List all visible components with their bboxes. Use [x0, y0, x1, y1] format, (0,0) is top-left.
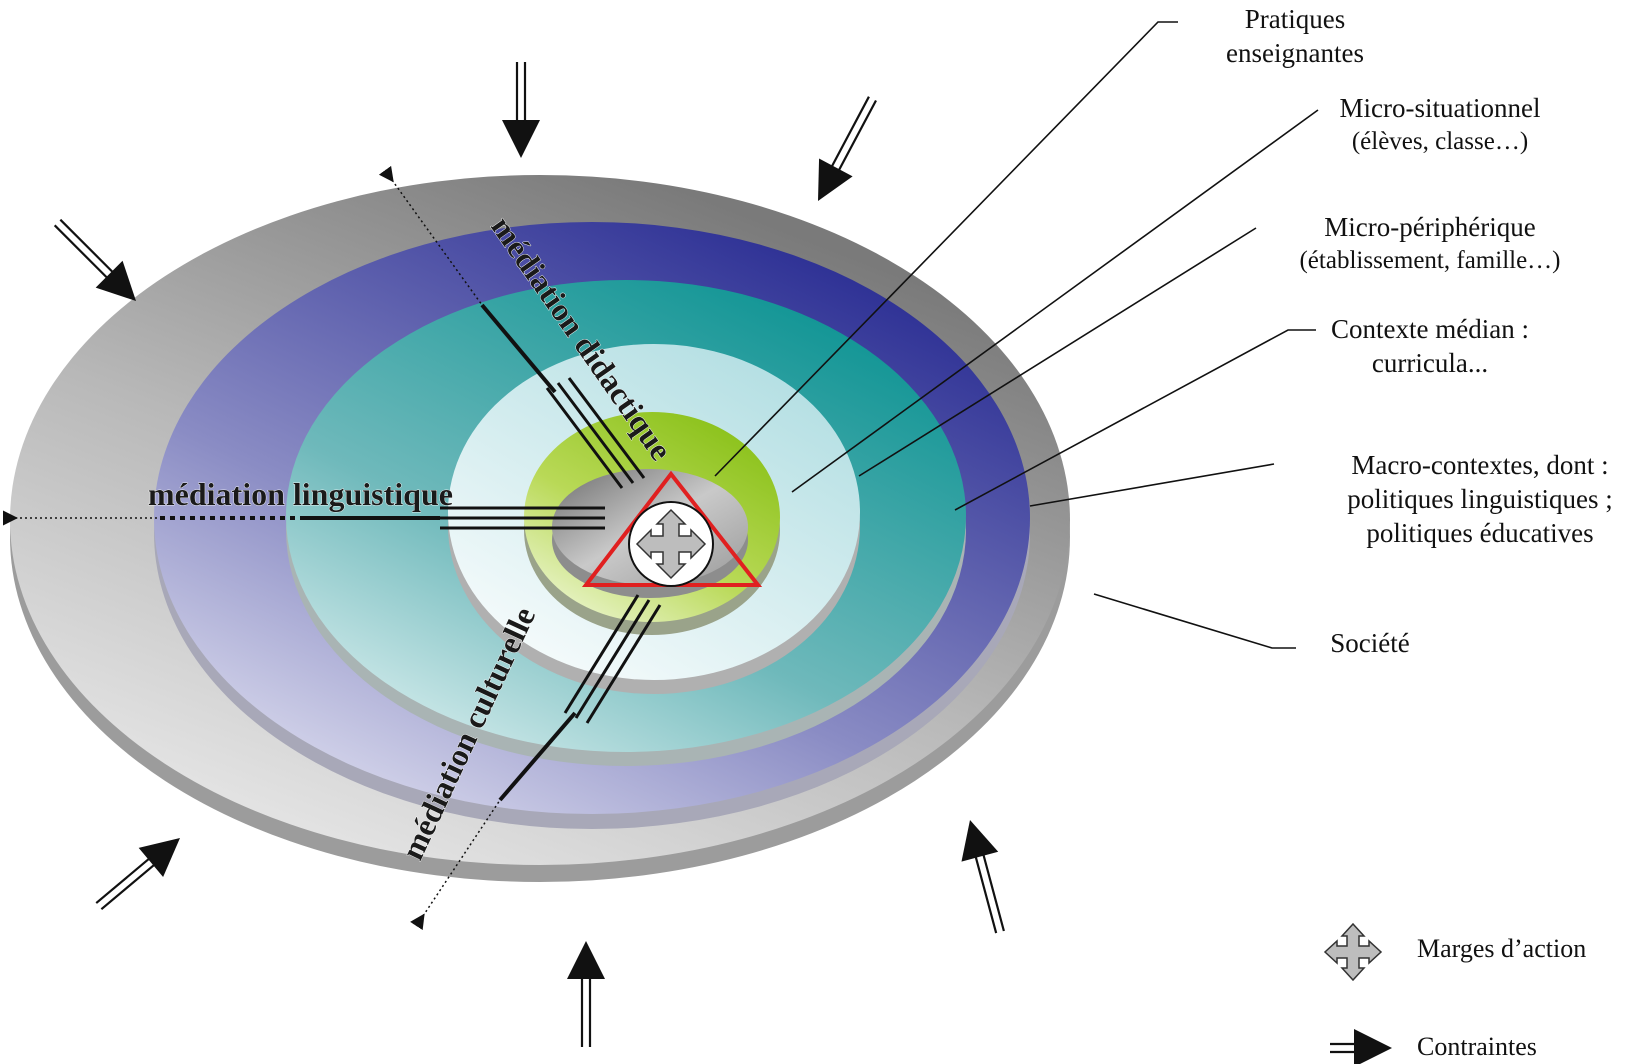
legend-marges-label: Marges d’action: [1417, 934, 1587, 963]
axis-culturelle: [410, 594, 662, 931]
constraint-arrow-bottom: [567, 941, 605, 1047]
marges-action-icon: [635, 508, 707, 580]
constraint-arrow-top-left: [53, 218, 136, 301]
label-micro-situationnel: Micro-situationnel (élèves, classe…): [1320, 91, 1560, 159]
label-pratiques-l1: Pratiques: [1244, 4, 1346, 34]
legend-marges-icon: [1323, 922, 1383, 982]
label-micro-peripherique-l2: (établissement, famille…): [1299, 247, 1561, 274]
label-micro-peripherique: Micro-périphérique (établissement, famil…: [1270, 210, 1590, 278]
axis-didactique: [378, 165, 646, 489]
label-societe: Société: [1300, 626, 1440, 660]
label-micro-situationnel-l2: (élèves, classe…): [1351, 128, 1529, 155]
legend-contraintes-label: Contraintes: [1417, 1032, 1537, 1061]
label-macro-contextes: Macro-contextes, dont : politiques lingu…: [1330, 448, 1630, 550]
legend-contrainte-arrow-icon: [1330, 1029, 1392, 1064]
constraint-arrows: [53, 62, 1005, 1047]
label-micro-peripherique-l1: Micro-périphérique: [1324, 212, 1536, 242]
constraint-arrow-top-right: [818, 96, 877, 201]
label-micro-situationnel-l1: Micro-situationnel: [1339, 93, 1541, 123]
label-contexte-median: Contexte médian : curricula...: [1310, 312, 1550, 380]
axis-linguistique: [3, 506, 605, 530]
label-contexte-median-l1: Contexte médian :: [1331, 314, 1529, 344]
label-pratiques: Pratiques enseignantes: [1180, 2, 1410, 70]
label-macro-contextes-l3: politiques éducatives: [1366, 518, 1594, 548]
label-mediation-linguistique: médiation linguistique: [148, 476, 453, 512]
label-macro-contextes-l1: Macro-contextes, dont :: [1351, 450, 1609, 480]
label-macro-contextes-l2: politiques linguistiques ;: [1347, 484, 1613, 514]
label-contexte-median-l2: curricula...: [1371, 348, 1489, 378]
constraint-arrow-bottom-left: [95, 838, 180, 911]
constraint-arrow-bottom-right: [961, 820, 1005, 934]
constraint-arrow-top: [502, 62, 540, 158]
legend-arrow-shape: [1330, 1029, 1392, 1064]
label-societe-l1: Société: [1330, 628, 1410, 658]
leader-lines: [714, 21, 1319, 649]
label-pratiques-l2: enseignantes: [1226, 38, 1364, 68]
